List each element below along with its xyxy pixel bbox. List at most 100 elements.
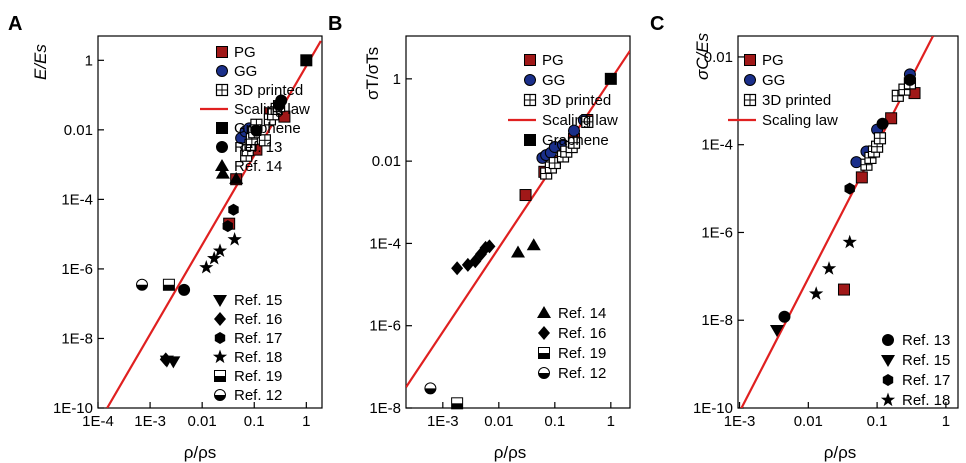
panel-a-legend-marker [214, 389, 226, 401]
panel-b-y-tick-label: 0.01 [372, 153, 401, 170]
panel-a-y-tick-label: 1E-10 [53, 400, 93, 417]
panel-b-y-tick-label: 1 [393, 71, 401, 88]
panel-b-legend-marker [524, 74, 536, 86]
panel-c-x-label: ρ/ρs [824, 443, 857, 462]
panel-b-point-3d-printed [567, 136, 581, 149]
panel-b-legend-marker [524, 54, 536, 66]
panel-b-x-tick-label: 1 [607, 413, 615, 430]
panel-c-point-3d-printed [891, 89, 904, 102]
panel-b-legend-label: 3D printed [542, 92, 611, 109]
panel-a-x-tick-label: 1 [302, 413, 310, 430]
panel-a-x-tick-label: 1E-4 [82, 413, 114, 430]
panel-c-point-ref-13 [778, 310, 791, 323]
panel-a-x-tick-label: 0.1 [244, 413, 265, 430]
panel-c-y-tick-label: 1E-4 [701, 137, 733, 154]
panel-b-legend-label: PG [542, 52, 564, 69]
panel-c-point-ref-13 [903, 73, 916, 86]
panel-a-legend-label: GG [234, 63, 257, 80]
panel-a-point-ref-14 [229, 171, 244, 184]
panel-c-legend-label: Ref. 18 [902, 392, 950, 409]
panel-a-legend-marker [214, 332, 226, 344]
panel-a-y-tick-label: 1E-4 [61, 191, 93, 208]
panel-b-point-ref-14 [511, 245, 525, 258]
panel-a-point-ref-13 [275, 94, 288, 107]
panel-a-legend-label: Ref. 18 [234, 349, 282, 366]
panel-b-y-tick-label: 1E-8 [369, 400, 401, 417]
panel-b-legend-label: Scaling law [542, 112, 618, 129]
panel-c-legend-label: Ref. 15 [902, 352, 950, 369]
panel-c-legend-label: 3D printed [762, 92, 831, 109]
panel-a-legend-label: PG [234, 44, 256, 61]
panel-b-x-label: ρ/ρs [494, 443, 527, 462]
panel-c-point-ref-18 [809, 286, 824, 300]
panel-c-legend-label: GG [762, 72, 785, 89]
panel-b-point-graphene [604, 72, 617, 85]
panel-c-point-ref-13 [876, 117, 889, 130]
panel-a-y-tick-label: 1E-8 [61, 330, 93, 347]
panel-b-point-3d-printed [581, 115, 594, 128]
panel-a-letter: A [8, 13, 22, 35]
panel-b-x-tick-label: 1E-3 [427, 413, 459, 430]
panel-b-point-3d-printed [548, 156, 561, 170]
panel-a-legend-marker [216, 65, 228, 77]
panel-b-y-label: σT/σTs [363, 47, 382, 100]
panel-b-legend-label: Graphene [542, 132, 609, 149]
panel-c-legend-marker [743, 93, 757, 107]
panel-b-legend-label: Ref. 12 [558, 365, 606, 382]
panel-b-point-ref-16 [451, 261, 464, 276]
panel-a-legend-marker [214, 312, 226, 326]
panel-b-legend-marker [538, 326, 550, 340]
panel-b-letter: B [328, 13, 342, 35]
panel-a-legend-label: Graphene [234, 120, 301, 137]
panel-a-x-tick-label: 1E-3 [134, 413, 166, 430]
panel-c-legend-label: Ref. 13 [902, 332, 950, 349]
panel-b: B σT/σTs ρ/ρs 1E-3 0.01 0.1 1 1E-8 1E-6 1E-4 0.… [328, 13, 631, 462]
panel-b-point-ref-12 [424, 382, 437, 395]
panel-c-x-tick-label: 1 [942, 413, 950, 430]
panel-b-point-pg [519, 189, 532, 202]
panel-c-legend-marker [880, 392, 896, 407]
panel-a-legend-label: Ref. 14 [234, 158, 282, 175]
panel-c-point-gg [850, 156, 863, 169]
panel-c-point-pg [855, 171, 868, 184]
panel-b-point-ref-19 [451, 397, 464, 410]
panel-b-y-tick-label: 1E-6 [369, 318, 401, 335]
panel-c-y-tick-label: 1E-8 [701, 312, 733, 329]
panel-c-x-tick-label: 0.01 [794, 413, 823, 430]
panel-b-point-gg [568, 124, 580, 137]
panel-c-y-tick-label: 1E-6 [701, 224, 733, 241]
panel-b-point-ref-16 [483, 239, 496, 254]
panel-a-point-ref-13 [250, 124, 263, 137]
panel-b-legend-label: Ref. 14 [558, 305, 606, 322]
panel-b-legend-marker [524, 134, 536, 146]
panel-c-point-ref-18 [842, 234, 857, 249]
panel-b-scaling-law-line [406, 50, 630, 388]
panel-a-y-label: E/Es [31, 44, 50, 80]
panel-c-y-tick-label: 0.01 [704, 49, 733, 66]
panel-c-legend-marker [744, 74, 756, 86]
panel-b-legend-marker [538, 367, 550, 379]
panel-b-x-tick-label: 0.1 [544, 413, 565, 430]
panel-c-x-tick-label: 0.1 [867, 413, 888, 430]
panel-a-legend-label: Ref. 13 [234, 139, 282, 156]
panel-b-plot-frame [405, 35, 631, 409]
panel-c: C σC/Es ρ/ρs 1E-3 0.01 0.1 1 1E-10 1E-8 1E-6 1E… [650, 13, 959, 462]
panel-a-point-ref-18 [212, 243, 228, 257]
panel-a-legend-marker [215, 159, 229, 171]
panel-a-legend-label: Ref. 19 [234, 368, 282, 385]
panel-a-point-ref-13 [178, 283, 191, 296]
panel-b-legend-label: Ref. 16 [558, 325, 606, 342]
panel-b-x-tick-label: 0.01 [484, 413, 513, 430]
panel-a-legend-label: Ref. 15 [234, 292, 282, 309]
panel-c-legend-marker [881, 355, 895, 367]
panel-a-legend-label: Ref. 12 [234, 387, 282, 404]
panel-c-legend-label: Scaling law [762, 112, 838, 129]
panel-a-point-ref-18 [227, 232, 242, 246]
panel-c-legend-marker [882, 374, 894, 386]
panel-a-legend-label: Scaling law [234, 101, 310, 118]
panel-c-legend-label: Ref. 17 [902, 372, 950, 389]
panel-c-letter: C [650, 13, 664, 35]
panel-c-point-pg [885, 112, 898, 125]
panel-a-point-3d-printed [258, 134, 271, 147]
